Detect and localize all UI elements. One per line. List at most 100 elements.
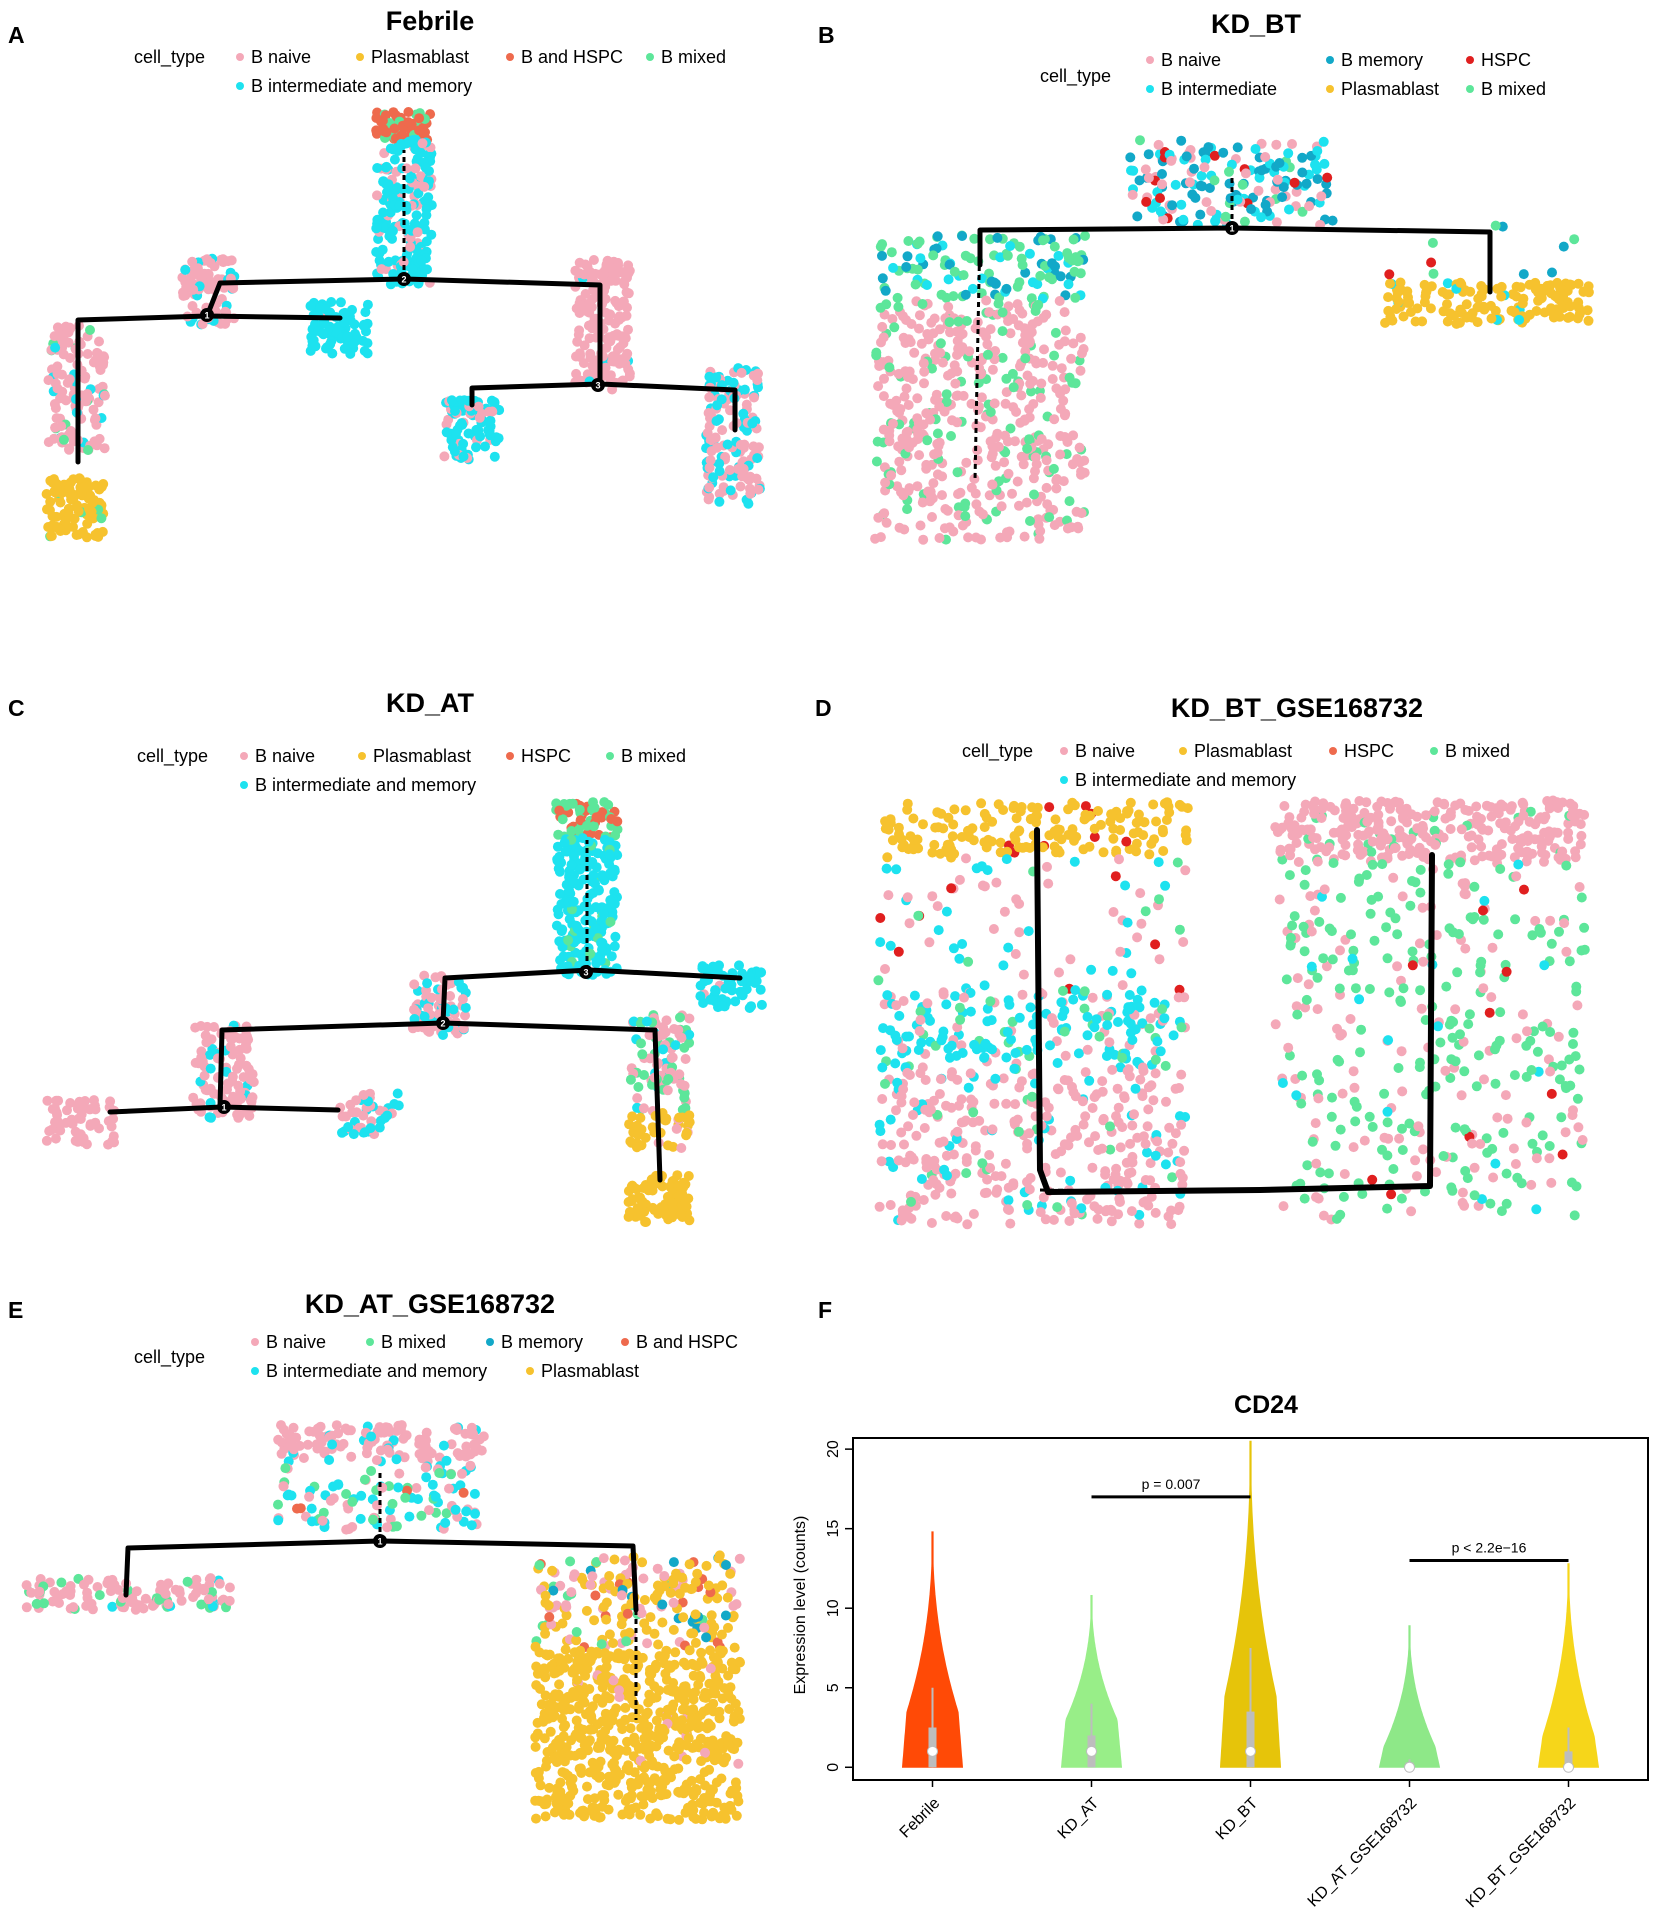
cell-point [1319, 158, 1330, 169]
cell-point [1465, 286, 1476, 297]
cell-point [875, 1045, 886, 1056]
cell-point [1253, 185, 1264, 196]
legend-swatch [1430, 747, 1438, 755]
cell-point [1302, 1160, 1313, 1171]
cell-point [725, 485, 736, 496]
cell-point [1561, 860, 1572, 871]
cell-point [1466, 842, 1477, 853]
cell-point [64, 322, 75, 333]
cell-point [278, 1481, 289, 1492]
cell-point [1306, 961, 1317, 972]
cell-point [1364, 984, 1375, 994]
cell-point [1335, 945, 1345, 956]
cell-point [421, 236, 432, 247]
cell-point [1531, 1153, 1542, 1164]
cell-point [1054, 967, 1064, 978]
cell-point [335, 297, 346, 308]
cell-cluster [874, 1066, 1191, 1230]
cell-point [722, 1592, 733, 1603]
legend-label: Plasmablast [541, 1361, 639, 1381]
cell-point [913, 910, 924, 921]
cell-point [1393, 1063, 1404, 1073]
cell-point [174, 1588, 185, 1599]
cell-point [1157, 824, 1168, 835]
cell-point [1108, 907, 1119, 917]
cell-point [1141, 196, 1152, 207]
cell-point [1393, 296, 1404, 307]
cell-point [1113, 1117, 1124, 1128]
cell-point [1125, 1138, 1136, 1149]
cell-point [894, 1010, 905, 1021]
cell-point [688, 1628, 699, 1639]
cell-point [941, 397, 952, 407]
cell-point [1047, 274, 1058, 285]
cell-point [1176, 199, 1187, 210]
cell-point [339, 307, 350, 318]
cell-point [1136, 918, 1147, 929]
cell-point [935, 347, 946, 358]
cell-point [906, 319, 917, 329]
cell-point [716, 1629, 727, 1640]
cell-point [337, 1111, 348, 1122]
cell-point [1366, 847, 1377, 858]
legend-label: B intermediate and memory [1075, 770, 1296, 790]
cell-point [909, 990, 920, 1001]
cell-point [1425, 303, 1436, 314]
cell-point [878, 391, 889, 402]
cell-point [601, 259, 612, 270]
cell-point [1016, 451, 1027, 462]
cell-point [95, 358, 106, 368]
cell-point [875, 302, 886, 313]
cell-point [568, 896, 579, 907]
cell-point [430, 972, 441, 983]
cell-point [1180, 865, 1191, 876]
cell-point [1509, 1070, 1520, 1081]
cell-point [705, 455, 716, 466]
cell-point [1113, 1017, 1123, 1027]
cell-point [1053, 831, 1063, 842]
cell-point [1003, 1195, 1014, 1206]
cell-point [1218, 147, 1229, 158]
cell-point [1050, 814, 1061, 825]
legend-swatch [356, 53, 364, 61]
cell-point [1190, 192, 1201, 203]
cell-point [1058, 985, 1068, 996]
cell-point [1303, 979, 1314, 990]
cell-point [625, 1074, 636, 1085]
cell-point [1407, 876, 1417, 886]
cell-point [985, 234, 995, 245]
cell-point [674, 1588, 685, 1599]
panel-title: KD_AT_GSE168732 [305, 1289, 555, 1319]
cell-point [1115, 1142, 1126, 1153]
cell-point [202, 1021, 213, 1032]
cell-point [998, 805, 1009, 815]
cell-point [1396, 1046, 1407, 1057]
cell-point [1315, 1167, 1326, 1178]
cell-point [975, 422, 986, 433]
cell-point [1108, 833, 1119, 844]
cell-point [1559, 918, 1570, 929]
cell-point [1138, 830, 1149, 841]
cell-point [637, 1049, 648, 1060]
cell-point [1318, 136, 1329, 147]
cell-point [1411, 1171, 1422, 1182]
cell-point [1008, 314, 1019, 324]
cell-point [1155, 206, 1166, 217]
cell-point [1127, 1035, 1138, 1045]
cell-point [1444, 1019, 1455, 1030]
cell-point [652, 1580, 663, 1591]
cell-point [984, 307, 995, 318]
cell-point [1450, 1004, 1461, 1015]
cell-point [667, 1197, 678, 1208]
cell-point [717, 1000, 727, 1011]
cell-point [130, 1604, 141, 1615]
cell-point [358, 1090, 369, 1100]
cell-point [281, 1428, 292, 1439]
cell-point [566, 1587, 577, 1598]
cell-point [1501, 966, 1512, 977]
cell-point [1501, 1168, 1512, 1179]
cell-point [413, 1494, 423, 1505]
cell-point [305, 301, 316, 311]
cell-point [1389, 843, 1400, 854]
